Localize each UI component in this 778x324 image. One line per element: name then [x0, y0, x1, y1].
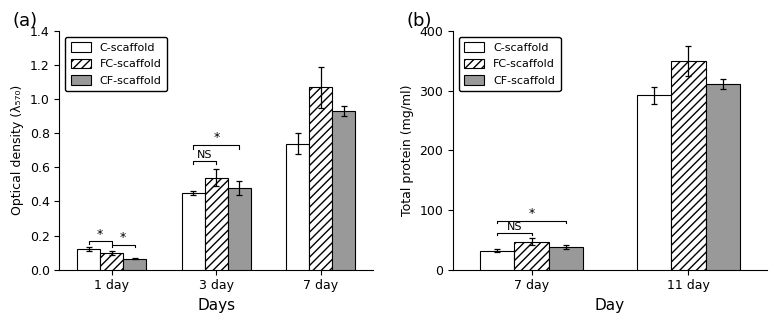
Text: (a): (a): [12, 12, 37, 30]
Y-axis label: Total protein (mg/ml): Total protein (mg/ml): [401, 85, 414, 216]
Bar: [100, 253, 123, 270]
Bar: [228, 188, 251, 270]
Bar: [310, 87, 332, 270]
Text: NS: NS: [197, 150, 212, 160]
Text: *: *: [528, 207, 534, 220]
Bar: [205, 178, 228, 270]
Bar: [706, 84, 740, 270]
Y-axis label: Optical density (λ₅₇₀): Optical density (λ₅₇₀): [11, 85, 24, 215]
X-axis label: Day: Day: [595, 298, 625, 313]
Text: *: *: [97, 228, 103, 241]
Legend: C-scaffold, FC-scaffold, CF-scaffold: C-scaffold, FC-scaffold, CF-scaffold: [459, 37, 560, 91]
Bar: [548, 247, 584, 270]
Text: *: *: [213, 131, 219, 145]
Text: (b): (b): [406, 12, 432, 30]
Bar: [77, 249, 100, 270]
Text: NS: NS: [506, 222, 522, 232]
Bar: [182, 193, 205, 270]
Bar: [123, 259, 146, 270]
Bar: [286, 144, 310, 270]
X-axis label: Days: Days: [197, 298, 235, 313]
Bar: [514, 242, 548, 270]
Bar: [636, 96, 671, 270]
Legend: C-scaffold, FC-scaffold, CF-scaffold: C-scaffold, FC-scaffold, CF-scaffold: [65, 37, 166, 91]
Text: *: *: [120, 231, 126, 244]
Bar: [480, 250, 514, 270]
Bar: [671, 61, 706, 270]
Bar: [332, 111, 356, 270]
